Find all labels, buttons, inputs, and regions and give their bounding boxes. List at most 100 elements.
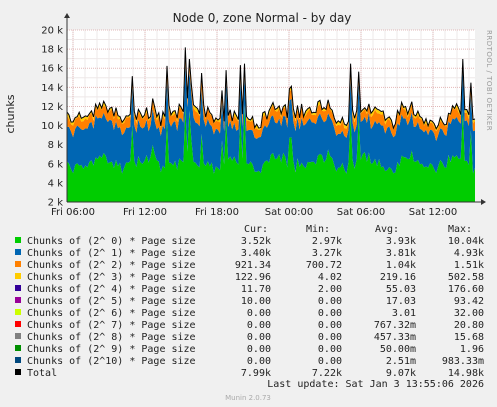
legend-value-cur: 0.00 xyxy=(247,356,271,367)
legend-value-cur: 3.52k xyxy=(241,236,271,247)
legend-value-max: 1.96 xyxy=(460,344,484,355)
munin-version: Munin 2.0.73 xyxy=(225,394,271,402)
legend-series-name: Chunks of (2^ 4) * Page size xyxy=(27,284,196,295)
y-tick-label: 14 k xyxy=(41,83,63,94)
legend-value-avg: 219.16 xyxy=(380,272,416,283)
legend-swatch xyxy=(15,285,21,291)
rrdtool-credit: RRDTOOL / TOBI OETIKER xyxy=(485,30,493,131)
legend-value-min: 0.00 xyxy=(318,356,342,367)
legend-value-cur: 3.40k xyxy=(241,248,271,259)
legend-value-min: 2.00 xyxy=(318,284,342,295)
legend-swatch xyxy=(15,297,21,303)
legend-value-max: 4.93k xyxy=(454,248,484,259)
legend-value-cur: 0.00 xyxy=(247,308,271,319)
legend-value-avg: 2.51m xyxy=(386,356,416,367)
chart-title: Node 0, zone Normal - by day xyxy=(173,11,352,25)
legend-value-min: 0.00 xyxy=(318,296,342,307)
legend-series-name: Chunks of (2^ 9) * Page size xyxy=(27,344,196,355)
legend-value-avg: 55.03 xyxy=(386,284,416,295)
legend-value-cur: 11.70 xyxy=(241,284,271,295)
series-areas xyxy=(66,47,476,202)
axes xyxy=(64,13,486,205)
y-tick-labels: 2 k 4 k 6 k 8 k 10 k 12 k 14 k 16 k 18 k 20 k xyxy=(41,26,63,209)
legend-series-name: Chunks of (2^ 2) * Page size xyxy=(27,260,196,271)
legend-value-min: 0.00 xyxy=(318,344,342,355)
series-area-2p0 xyxy=(67,105,475,202)
y-tick-label: 8 k xyxy=(48,140,64,151)
legend-value-min: 2.97k xyxy=(312,236,342,247)
x-tick-label: Fri 12:00 xyxy=(123,207,167,218)
y-tick-label: 10 k xyxy=(41,121,63,132)
x-tick-label: Fri 06:00 xyxy=(51,207,95,218)
legend-series-name: Chunks of (2^ 6) * Page size xyxy=(27,308,196,319)
last-update: Last update: Sat Jan 3 13:55:06 2026 xyxy=(267,379,484,390)
legend-value-avg: 1.04k xyxy=(386,260,416,271)
x-tick-label: Sat 12:00 xyxy=(409,207,457,218)
legend-value-max: 176.60 xyxy=(448,284,484,295)
legend-series-name: Total xyxy=(27,368,57,379)
legend-value-min: 700.72 xyxy=(306,260,342,271)
legend-swatch xyxy=(15,357,21,363)
y-tick-label: 2 k xyxy=(48,198,64,209)
legend-value-min: 0.00 xyxy=(318,320,342,331)
legend-value-avg: 457.33m xyxy=(374,332,416,343)
series-area-2p2 xyxy=(67,51,475,142)
legend-header-min: Min: xyxy=(306,224,330,235)
legend-value-avg: 9.07k xyxy=(386,368,416,379)
legend-series-name: Chunks of (2^ 3) * Page size xyxy=(27,272,196,283)
y-tick-label: 12 k xyxy=(41,102,63,113)
legend: Cur: Min: Avg: Max: Chunks of (2^ 0) * P… xyxy=(15,224,484,379)
series-line-total xyxy=(66,47,476,130)
legend-value-max: 20.80 xyxy=(454,320,484,331)
series-area-2p1 xyxy=(67,63,475,174)
legend-swatch xyxy=(15,261,21,267)
legend-value-cur: 10.00 xyxy=(241,296,271,307)
legend-swatch xyxy=(15,333,21,339)
legend-swatch xyxy=(15,309,21,315)
legend-series-name: Chunks of (2^ 0) * Page size xyxy=(27,236,196,247)
legend-value-max: 983.33m xyxy=(442,356,484,367)
legend-header-avg: Avg: xyxy=(375,224,399,235)
y-tick-label: 16 k xyxy=(41,64,63,75)
legend-swatch xyxy=(15,321,21,327)
y-tick-label: 6 k xyxy=(48,159,64,170)
x-tick-label: Sat 06:00 xyxy=(337,207,385,218)
legend-value-avg: 767.32m xyxy=(374,320,416,331)
legend-value-avg: 3.81k xyxy=(386,248,416,259)
legend-value-min: 4.02 xyxy=(318,272,342,283)
legend-value-cur: 921.34 xyxy=(235,260,271,271)
legend-header-cur: Cur: xyxy=(244,224,268,235)
legend-value-cur: 0.00 xyxy=(247,332,271,343)
legend-value-min: 0.00 xyxy=(318,332,342,343)
legend-value-max: 14.98k xyxy=(448,368,484,379)
legend-value-max: 10.04k xyxy=(448,236,484,247)
legend-value-cur: 122.96 xyxy=(235,272,271,283)
legend-series-name: Chunks of (2^ 1) * Page size xyxy=(27,248,196,259)
legend-value-avg: 3.93k xyxy=(386,236,416,247)
legend-swatch xyxy=(15,345,21,351)
x-tick-labels: Fri 06:00 Fri 12:00 Fri 18:00 Sat 00:00 Sat … xyxy=(51,207,457,218)
y-tick-label: 18 k xyxy=(41,45,63,56)
legend-series-name: Chunks of (2^10) * Page size xyxy=(27,356,196,367)
legend-value-min: 0.00 xyxy=(318,308,342,319)
legend-value-max: 32.00 xyxy=(454,308,484,319)
x-tick-label: Sat 00:00 xyxy=(265,207,313,218)
legend-swatch xyxy=(15,273,21,279)
legend-value-cur: 0.00 xyxy=(247,344,271,355)
x-tick-label: Fri 18:00 xyxy=(195,207,239,218)
y-tick-label: 20 k xyxy=(41,26,63,37)
legend-swatch xyxy=(15,237,21,243)
legend-value-cur: 7.99k xyxy=(241,368,271,379)
legend-value-max: 93.42 xyxy=(454,296,484,307)
legend-value-min: 7.22k xyxy=(312,368,342,379)
legend-value-min: 3.27k xyxy=(312,248,342,259)
legend-series-name: Chunks of (2^ 5) * Page size xyxy=(27,296,196,307)
legend-swatch xyxy=(15,249,21,255)
legend-value-avg: 50.00m xyxy=(380,344,416,355)
legend-value-avg: 3.01 xyxy=(392,308,416,319)
legend-value-cur: 0.00 xyxy=(247,320,271,331)
y-axis-arrow xyxy=(64,13,70,18)
legend-value-avg: 17.03 xyxy=(386,296,416,307)
legend-value-max: 1.51k xyxy=(454,260,484,271)
legend-series-name: Chunks of (2^ 8) * Page size xyxy=(27,332,196,343)
